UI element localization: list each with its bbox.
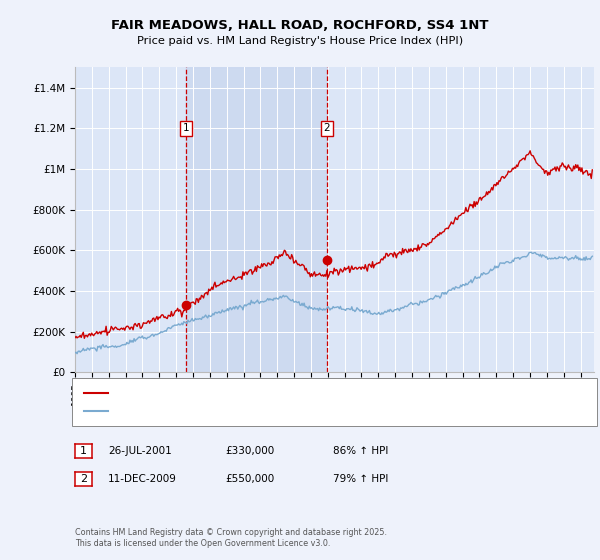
Text: 2: 2 xyxy=(323,123,330,133)
Text: 2: 2 xyxy=(80,474,87,484)
Text: HPI: Average price, detached house, Rochford: HPI: Average price, detached house, Roch… xyxy=(114,407,332,416)
Text: 86% ↑ HPI: 86% ↑ HPI xyxy=(333,446,388,456)
Text: FAIR MEADOWS, HALL ROAD, ROCHFORD, SS4 1NT: FAIR MEADOWS, HALL ROAD, ROCHFORD, SS4 1… xyxy=(111,18,489,32)
Text: Contains HM Land Registry data © Crown copyright and database right 2025.
This d: Contains HM Land Registry data © Crown c… xyxy=(75,528,387,548)
Text: 26-JUL-2001: 26-JUL-2001 xyxy=(108,446,172,456)
Text: £330,000: £330,000 xyxy=(225,446,274,456)
Text: FAIR MEADOWS, HALL ROAD, ROCHFORD, SS4 1NT (detached house): FAIR MEADOWS, HALL ROAD, ROCHFORD, SS4 1… xyxy=(114,388,441,397)
Text: 1: 1 xyxy=(80,446,87,456)
Text: 79% ↑ HPI: 79% ↑ HPI xyxy=(333,474,388,484)
Bar xyxy=(186,67,327,372)
Text: £550,000: £550,000 xyxy=(225,474,274,484)
Text: 1: 1 xyxy=(182,123,189,133)
Text: Price paid vs. HM Land Registry's House Price Index (HPI): Price paid vs. HM Land Registry's House … xyxy=(137,36,463,46)
Text: 11-DEC-2009: 11-DEC-2009 xyxy=(108,474,177,484)
